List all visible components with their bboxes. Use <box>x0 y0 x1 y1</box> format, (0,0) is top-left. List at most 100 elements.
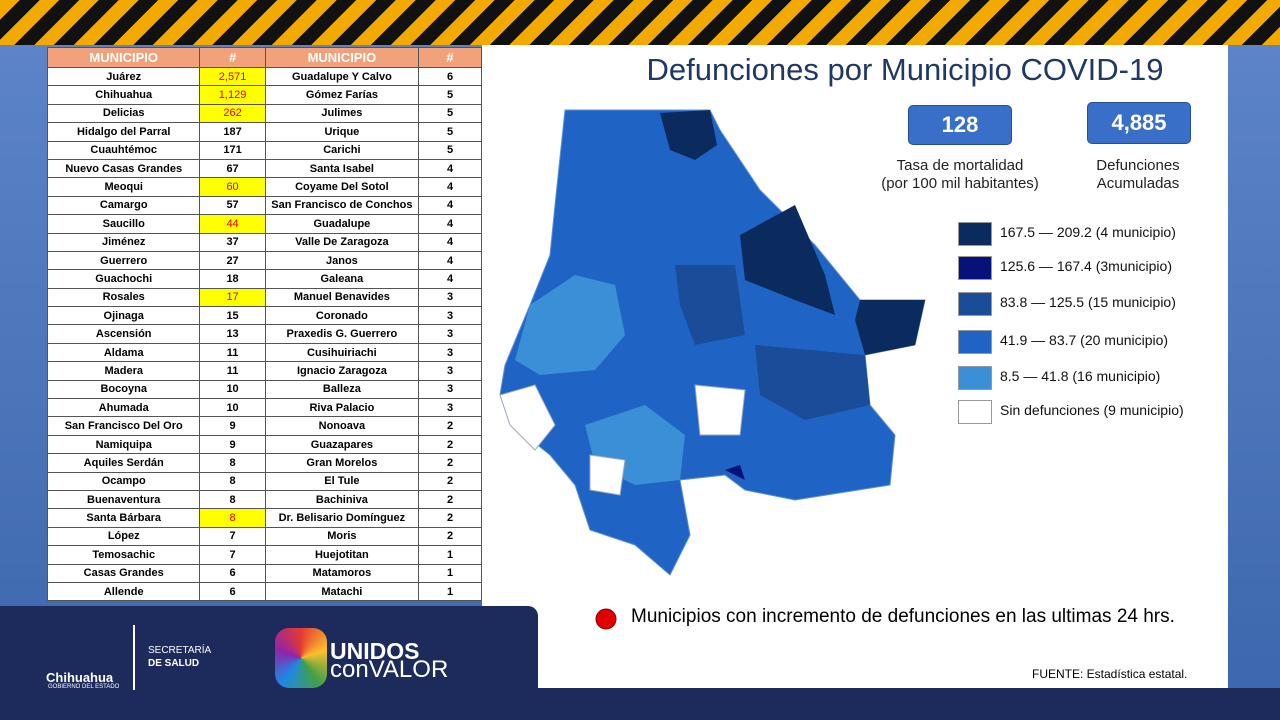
table-cell: Urique <box>264 122 420 142</box>
legend-swatch <box>958 256 992 280</box>
table-cell: 15 <box>199 306 266 326</box>
table-cell: Praxedis G. Guerrero <box>264 324 420 344</box>
table-row: Bocoyna 10 Balleza 3 <box>46 379 482 400</box>
table-cell: Cuauhtémoc <box>46 140 201 160</box>
legend-swatch <box>958 222 992 246</box>
table-cell: 2 <box>418 453 482 473</box>
red-dot <box>595 608 617 630</box>
region <box>499 384 556 451</box>
table-cell: 7 <box>199 526 266 547</box>
table-cell: 4 <box>418 232 482 252</box>
legend-label: 8.5 — 41.8 (16 municipio) <box>1000 368 1161 384</box>
header-cell: MUNICIPIO <box>46 47 201 68</box>
table-cell: Guazapares <box>264 434 420 455</box>
stat-value: 4,885 <box>1087 102 1191 144</box>
table-cell: Guadalupe Y Calvo <box>264 66 420 87</box>
header-cell: # <box>418 47 482 68</box>
table-cell: Julimes <box>264 103 420 124</box>
table-cell: 262 <box>199 103 266 124</box>
table-cell: 4 <box>418 177 482 197</box>
stat-label-line: Defunciones <box>1096 157 1180 174</box>
table-cell: Hidalgo del Parral <box>46 122 201 142</box>
legend-label: 83.8 — 125.5 (15 municipio) <box>1000 294 1176 310</box>
table-cell: Nonoava <box>264 416 420 436</box>
table-cell: 8 <box>199 489 266 510</box>
table-cell: Dr. Belisario Domínguez <box>264 508 420 528</box>
table-cell: Galeana <box>264 269 420 289</box>
table-cell: Matachi <box>264 581 420 602</box>
table-row: Camargo 57 San Francisco de Conchos 4 <box>46 195 482 216</box>
table-row: Ocampo 8 El Tule 2 <box>46 471 482 491</box>
legend-label: 167.5 — 209.2 (4 municipio) <box>1000 224 1176 240</box>
table-row: Cuauhtémoc 171 Carichi 5 <box>46 140 482 160</box>
table-cell: 4 <box>418 158 482 179</box>
table-cell: 10 <box>199 398 266 418</box>
table-cell: 1,129 <box>199 85 266 105</box>
table-cell: Nuevo Casas Grandes <box>46 158 201 179</box>
table-cell: Ocampo <box>46 471 201 491</box>
footer-dept: SECRETARÍA <box>148 645 212 656</box>
header-cell: MUNICIPIO <box>264 47 420 68</box>
table-cell: Ignacio Zaragoza <box>264 361 420 381</box>
note: Municipios con incremento de defunciones… <box>631 606 1175 627</box>
table-cell: Bachiniva <box>264 489 420 510</box>
table-row: Hidalgo del Parral 187 Urique 5 <box>46 122 482 142</box>
table-cell: Santa Isabel <box>264 158 420 179</box>
table-cell: 5 <box>418 140 482 160</box>
table-cell: 13 <box>199 324 266 344</box>
table-cell: Guachochi <box>46 269 201 289</box>
table-cell: Chihuahua <box>46 85 201 105</box>
table-cell: 9 <box>199 416 266 436</box>
table-cell: Ascensión <box>46 324 201 344</box>
header-row: MUNICIPIO # MUNICIPIO # <box>46 47 482 68</box>
table-cell: 4 <box>418 214 482 234</box>
legend-swatch <box>958 292 992 316</box>
legend-label: 41.9 — 83.7 (20 municipio) <box>1000 332 1169 348</box>
region <box>694 384 746 436</box>
title: Defunciones por Municipio COVID-19 <box>646 52 1164 87</box>
table-cell: Valle De Zaragoza <box>264 232 420 252</box>
table-cell: Huejotitan <box>264 545 420 565</box>
region <box>725 465 745 480</box>
table-cell: 3 <box>418 398 482 418</box>
table-cell: 4 <box>418 269 482 289</box>
table-cell: 4 <box>418 250 482 271</box>
table-row: López 7 Moris 2 <box>46 526 482 547</box>
table-cell: Allende <box>46 581 201 602</box>
legend-swatch <box>958 330 992 354</box>
table-row: San Francisco Del Oro 9 Nonoava 2 <box>46 416 482 436</box>
table-row: Temosachic 7 Huejotitan 1 <box>46 545 482 565</box>
table-cell: 6 <box>199 581 266 602</box>
table-cell: Santa Bárbara <box>46 508 201 528</box>
region <box>755 345 870 420</box>
table-row: Madera 11 Ignacio Zaragoza 3 <box>46 361 482 381</box>
table-cell: 67 <box>199 158 266 179</box>
divider <box>133 625 135 690</box>
footer-band <box>0 606 538 720</box>
table-cell: 8 <box>199 471 266 491</box>
table-cell: Coyame Del Sotol <box>264 177 420 197</box>
table-cell: 5 <box>418 122 482 142</box>
table-cell: Ahumada <box>46 398 201 418</box>
table-row: Rosales 17 Manuel Benavides 3 <box>46 287 482 308</box>
table-cell: 1 <box>418 581 482 602</box>
table-row: Namiquipa 9 Guazapares 2 <box>46 434 482 455</box>
region <box>855 300 925 355</box>
stat-label-line: Acumuladas <box>1096 175 1180 192</box>
table-cell: 8 <box>199 453 266 473</box>
table-cell: 11 <box>199 342 266 363</box>
table-cell: 2 <box>418 489 482 510</box>
table-cell: Delicias <box>46 103 201 124</box>
stat-label: Defunciones Acumuladas <box>1068 157 1208 193</box>
table-cell: Moris <box>264 526 420 547</box>
red-dot-marker <box>595 608 617 630</box>
table-cell: 11 <box>199 361 266 381</box>
table-cell: 2 <box>418 434 482 455</box>
table-cell: 2 <box>418 416 482 436</box>
table-cell: Guadalupe <box>264 214 420 234</box>
table-cell: Jiménez <box>46 232 201 252</box>
footer-brand: UNIDOS <box>330 638 420 664</box>
table-cell: 3 <box>418 361 482 381</box>
table-cell: 2 <box>418 471 482 491</box>
table-cell: 3 <box>418 287 482 308</box>
